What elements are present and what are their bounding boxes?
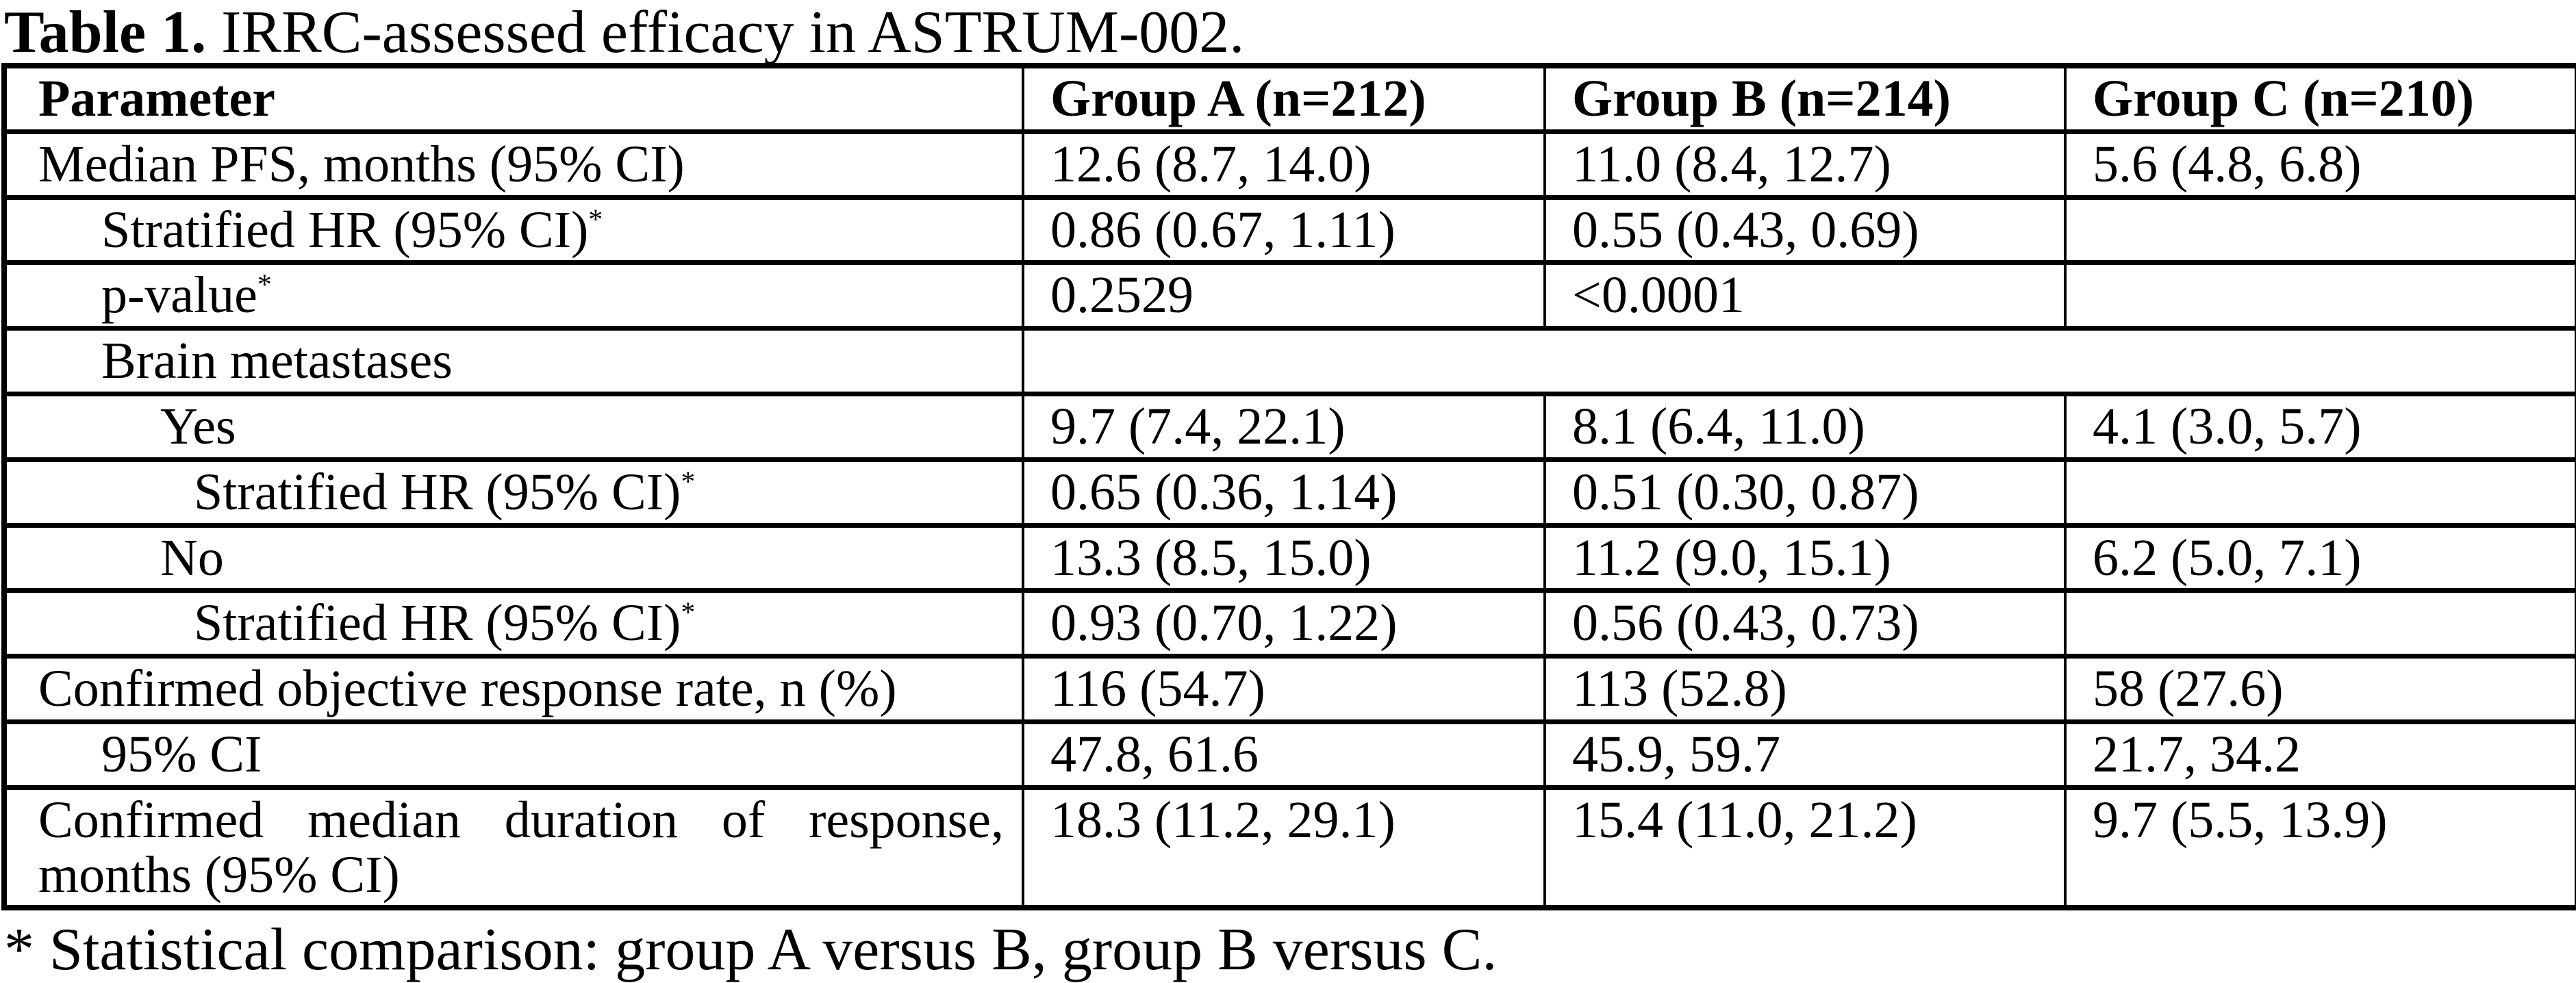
param-label: p-value bbox=[101, 266, 257, 324]
value-cell-group-b: 8.1 (6.4, 11.0) bbox=[1543, 391, 2067, 462]
value-cell-group-c: 5.6 (4.8, 6.8) bbox=[2064, 129, 2576, 200]
column-header-group-a: Group A (n=212) bbox=[1022, 63, 1546, 134]
row-brain-metastases: Brain metastases bbox=[3, 326, 2576, 396]
footnote-marker: * bbox=[257, 270, 272, 302]
value-cell-group-a: 0.2529 bbox=[1022, 260, 1546, 331]
param-label: Stratified HR (95% CI) bbox=[194, 594, 681, 652]
param-cell: Median PFS, months (95% CI) bbox=[3, 129, 1024, 200]
param-label: Stratified HR (95% CI) bbox=[194, 463, 681, 521]
value-cell-group-a: 13.3 (8.5, 15.0) bbox=[1022, 522, 1546, 593]
param-cell: Confirmed median duration of response, m… bbox=[3, 784, 1024, 910]
value-cell-group-b: 0.55 (0.43, 0.69) bbox=[1543, 194, 2067, 266]
row-stratified-hr-no: Stratified HR (95% CI)* 0.93 (0.70, 1.22… bbox=[3, 588, 2576, 659]
param-line-1: Confirmed median duration of response, bbox=[38, 791, 1004, 849]
efficacy-table: Parameter Group A (n=212) Group B (n=214… bbox=[1, 63, 2576, 911]
value-cell-group-a: 0.93 (0.70, 1.22) bbox=[1022, 588, 1546, 659]
column-header-group-b: Group B (n=214) bbox=[1543, 63, 2067, 134]
row-median-pfs: Median PFS, months (95% CI) 12.6 (8.7, 1… bbox=[3, 129, 2576, 200]
value-cell-group-b: 45.9, 59.7 bbox=[1543, 719, 2067, 790]
value-cell-group-c: 21.7, 34.2 bbox=[2064, 719, 2576, 790]
value-cell-group-a: 12.6 (8.7, 14.0) bbox=[1022, 129, 1546, 200]
table-caption-number: Table 1. bbox=[4, 0, 207, 66]
row-stratified-hr-pfs: Stratified HR (95% CI)* 0.86 (0.67, 1.11… bbox=[3, 194, 2576, 266]
param-cell: Confirmed objective response rate, n (%) bbox=[3, 654, 1024, 724]
value-cell-group-c bbox=[2064, 260, 2576, 331]
value-cell-group-a: 9.7 (7.4, 22.1) bbox=[1022, 391, 1546, 462]
row-duration-of-response: Confirmed median duration of response, m… bbox=[3, 784, 2576, 910]
value-cell-group-b: 15.4 (11.0, 21.2) bbox=[1543, 784, 2067, 910]
value-cell-group-a: 0.86 (0.67, 1.11) bbox=[1022, 194, 1546, 266]
value-cell-group-b: 113 (52.8) bbox=[1543, 654, 2067, 724]
value-cell-group-b: <0.0001 bbox=[1543, 260, 2067, 331]
param-cell: Stratified HR (95% CI)* bbox=[3, 194, 1024, 266]
value-cell-group-a: 0.65 (0.36, 1.14) bbox=[1022, 457, 1546, 528]
value-cell-group-a: 47.8, 61.6 bbox=[1022, 719, 1546, 790]
value-cell-group-c bbox=[2064, 194, 2576, 266]
param-cell: No bbox=[3, 522, 1024, 593]
value-cell-group-c bbox=[2064, 588, 2576, 659]
value-cell-group-b: 0.51 (0.30, 0.87) bbox=[1543, 457, 2067, 528]
column-header-parameter: Parameter bbox=[3, 63, 1024, 134]
row-p-value: p-value* 0.2529 <0.0001 bbox=[3, 260, 2576, 331]
value-cell-group-a: 116 (54.7) bbox=[1022, 654, 1546, 724]
header-row: Parameter Group A (n=212) Group B (n=214… bbox=[3, 63, 2576, 134]
param-label: Stratified HR (95% CI) bbox=[101, 201, 589, 259]
value-cell-group-c: 4.1 (3.0, 5.7) bbox=[2064, 391, 2576, 462]
param-cell: 95% CI bbox=[3, 719, 1024, 790]
row-brain-mets-yes: Yes 9.7 (7.4, 22.1) 8.1 (6.4, 11.0) 4.1 … bbox=[3, 391, 2576, 462]
column-header-group-c: Group C (n=210) bbox=[2064, 63, 2576, 134]
merged-empty-cell bbox=[1022, 326, 2576, 396]
table-caption: Table 1. IRRC-assessed efficacy in ASTRU… bbox=[1, 1, 2576, 63]
value-cell-group-c bbox=[2064, 457, 2576, 528]
param-cell: Brain metastases bbox=[3, 326, 1024, 396]
table-caption-text: IRRC-assessed efficacy in ASTRUM-002. bbox=[206, 0, 1245, 66]
value-cell-group-a: 18.3 (11.2, 29.1) bbox=[1022, 784, 1546, 910]
footnote-marker: * bbox=[681, 598, 696, 630]
footnote-marker: * bbox=[588, 204, 603, 236]
param-line-2: months (95% CI) bbox=[38, 845, 400, 904]
row-stratified-hr-yes: Stratified HR (95% CI)* 0.65 (0.36, 1.14… bbox=[3, 457, 2576, 528]
param-cell: Yes bbox=[3, 391, 1024, 462]
value-cell-group-b: 11.0 (8.4, 12.7) bbox=[1543, 129, 2067, 200]
row-objective-response-rate: Confirmed objective response rate, n (%)… bbox=[3, 654, 2576, 724]
footnote-marker: * bbox=[681, 466, 696, 498]
param-cell: p-value* bbox=[3, 260, 1024, 331]
param-cell: Stratified HR (95% CI)* bbox=[3, 588, 1024, 659]
value-cell-group-c: 6.2 (5.0, 7.1) bbox=[2064, 522, 2576, 593]
value-cell-group-b: 11.2 (9.0, 15.1) bbox=[1543, 522, 2067, 593]
param-cell: Stratified HR (95% CI)* bbox=[3, 457, 1024, 528]
value-cell-group-b: 0.56 (0.43, 0.73) bbox=[1543, 588, 2067, 659]
row-brain-mets-no: No 13.3 (8.5, 15.0) 11.2 (9.0, 15.1) 6.2… bbox=[3, 522, 2576, 593]
row-orr-95-ci: 95% CI 47.8, 61.6 45.9, 59.7 21.7, 34.2 bbox=[3, 719, 2576, 790]
value-cell-group-c: 58 (27.6) bbox=[2064, 654, 2576, 724]
value-cell-group-c: 9.7 (5.5, 13.9) bbox=[2064, 784, 2576, 910]
table-footnote: * Statistical comparison: group A versus… bbox=[4, 917, 1498, 983]
